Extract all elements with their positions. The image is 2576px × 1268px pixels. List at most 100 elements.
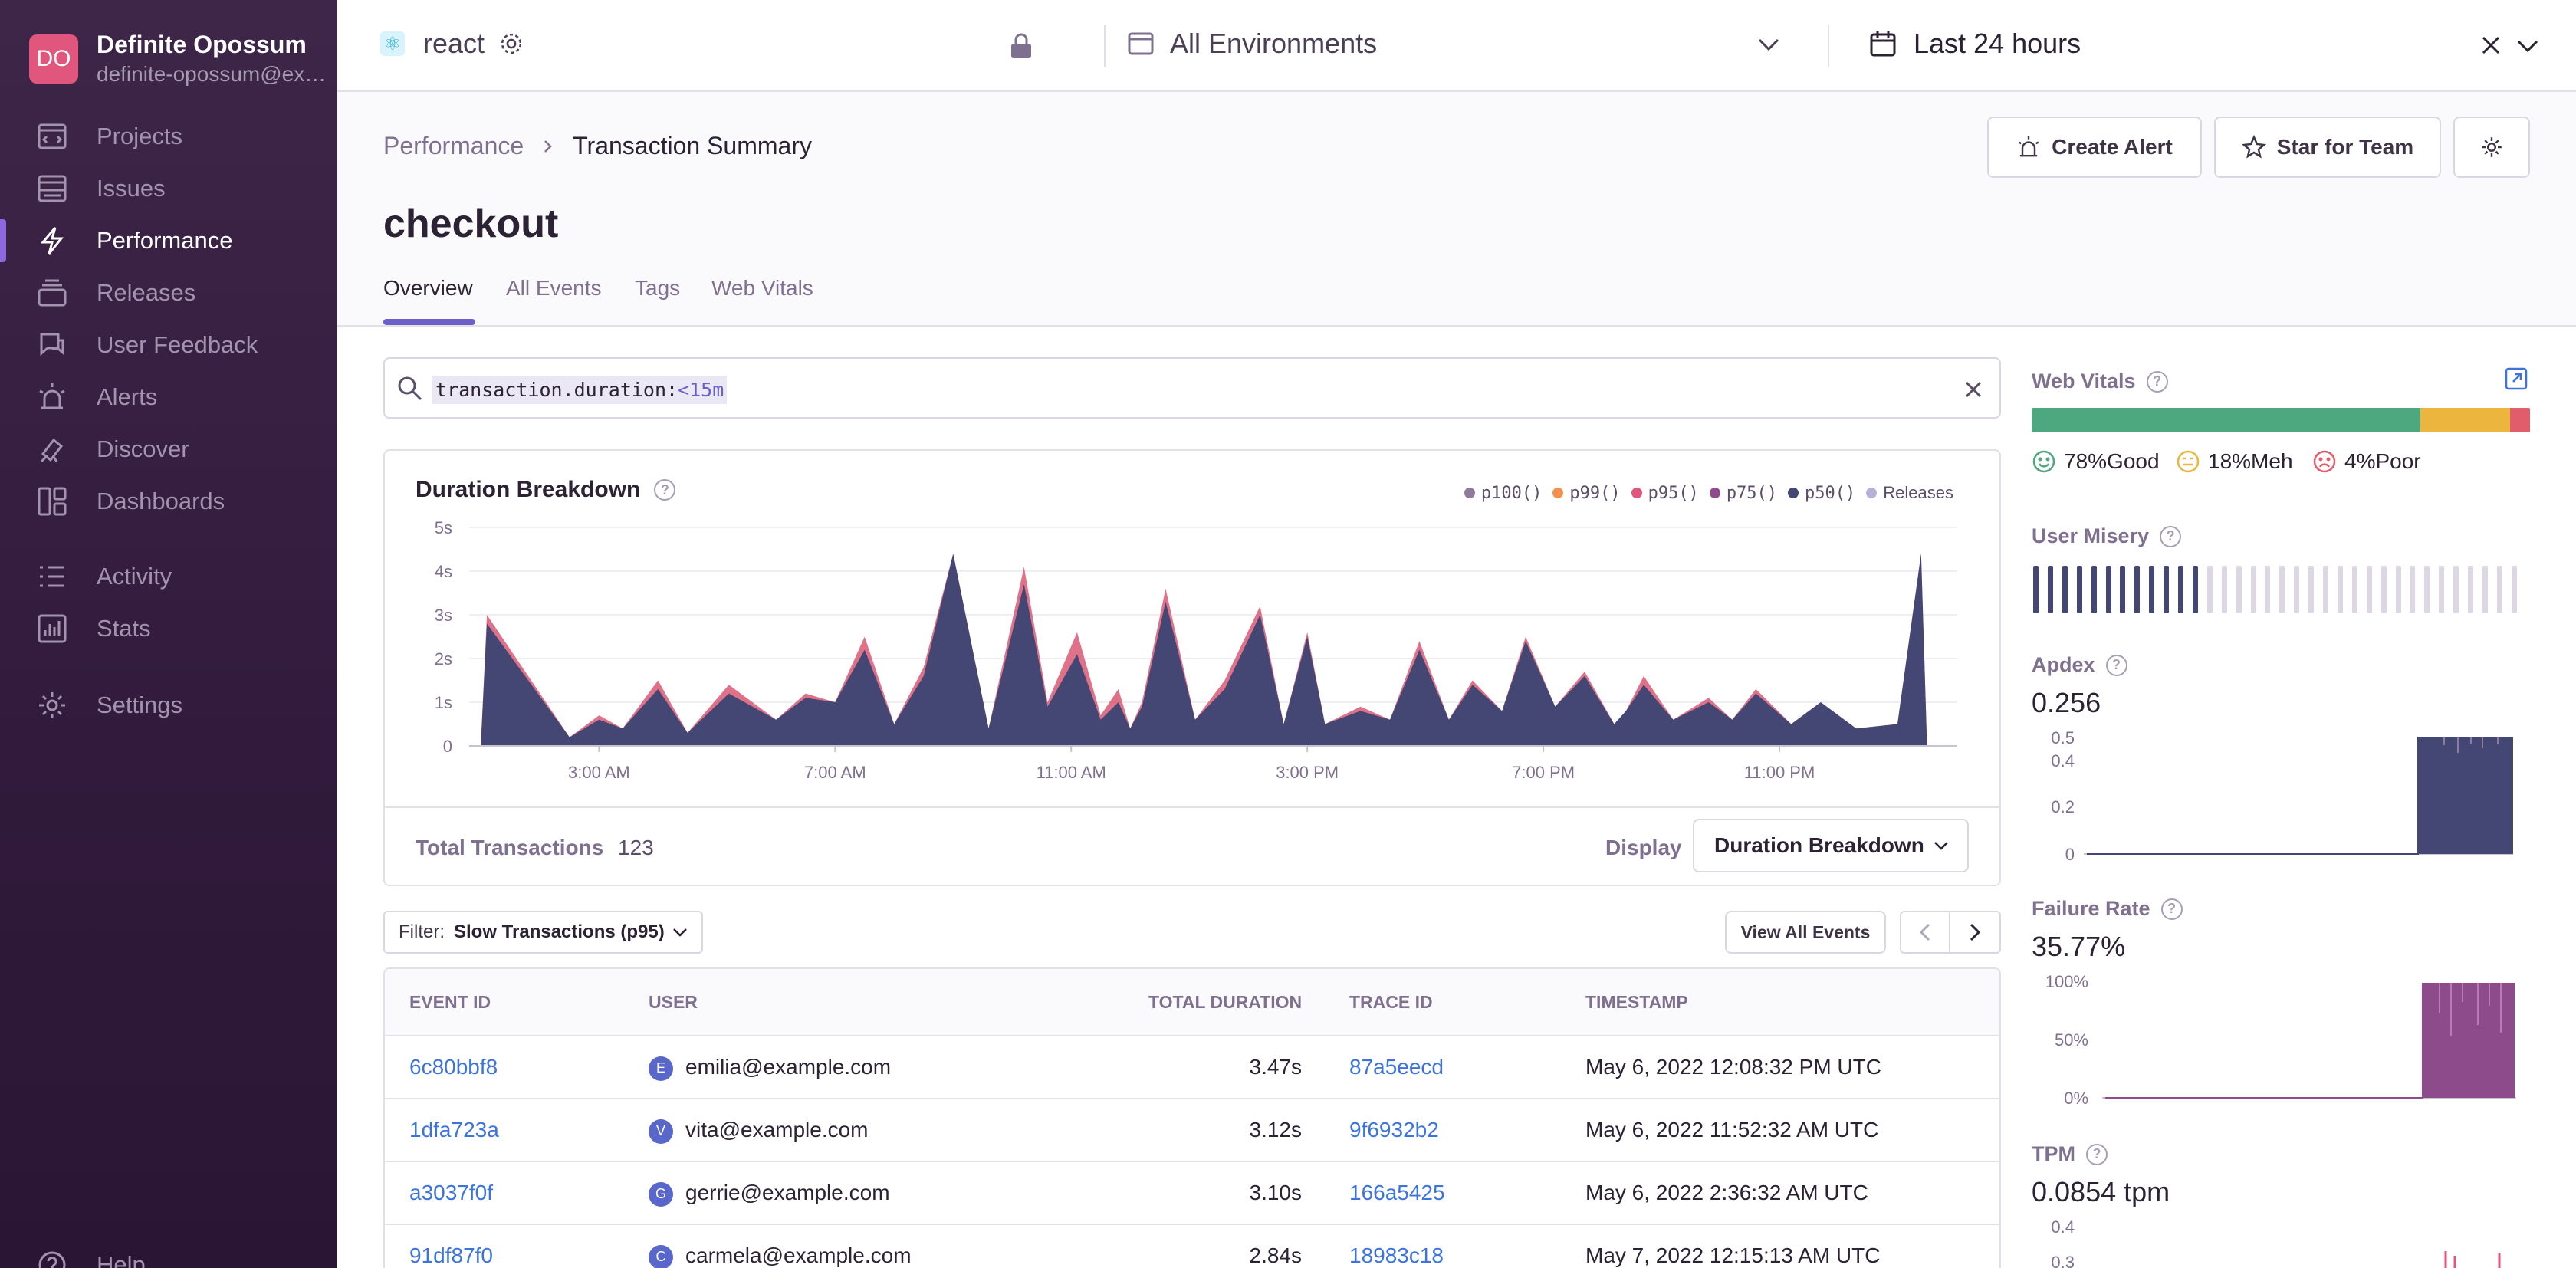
help-icon[interactable]: ? [654,479,676,501]
next-page-button[interactable] [1949,911,2001,954]
column-event-id[interactable]: EVENT ID [409,992,491,1012]
trace-id-link[interactable]: 18983c18 [1349,1243,1444,1267]
apdex-sparkline[interactable] [2084,731,2513,857]
event-id-link[interactable]: 1dfa723a [409,1118,499,1142]
previous-page-button[interactable] [1900,911,1950,954]
user-avatar: C [649,1244,673,1268]
user-misery-bar [2337,566,2343,613]
tpm-tick: 0.3 [2051,1253,2075,1268]
user-misery-label: User Misery [2032,524,2150,547]
sidebar-item-activity[interactable]: Activity [0,554,337,600]
sidebar-item-dashboards[interactable]: Dashboards [0,478,337,524]
help-icon[interactable]: ? [2105,654,2128,676]
chevron-left-icon [1919,923,1930,941]
vital-poor: 4%Poor [2312,449,2421,474]
tab-web-vitals[interactable]: Web Vitals [711,276,813,300]
chevron-down-icon[interactable] [2516,38,2539,54]
sidebar-item-projects[interactable]: Projects [0,113,337,159]
breadcrumb-performance[interactable]: Performance [383,132,524,159]
sidebar-item-alerts[interactable]: Alerts [0,374,337,420]
column-trace-id[interactable]: TRACE ID [1349,992,1433,1012]
legend-p99[interactable]: p99() [1552,484,1621,503]
sidebar-item-label: Projects [97,123,182,149]
help-icon[interactable]: ? [2160,525,2182,547]
sidebar-item-user-feedback[interactable]: User Feedback [0,322,337,368]
time-range-selector[interactable]: Last 24 hours [1869,28,2081,60]
chevron-down-icon[interactable] [1757,37,1780,52]
event-id-link[interactable]: a3037f0f [409,1181,493,1204]
legend-p50[interactable]: p50() [1788,484,1855,503]
apdex-label: Apdex [2032,653,2095,676]
view-all-events-button[interactable]: View All Events [1725,911,1886,954]
trace-id-link[interactable]: 166a5425 [1349,1181,1445,1204]
legend-releases[interactable]: Releases [1866,483,1953,503]
failure-rate-sparkline[interactable] [2102,980,2516,1101]
trace-id-link[interactable]: 87a5eecd [1349,1055,1444,1079]
sidebar-item-discover[interactable]: Discover [0,426,337,472]
display-value: Duration Breakdown [1714,833,1924,857]
column-user[interactable]: USER [649,992,698,1012]
search-bar[interactable]: transaction.duration:<15m [383,357,2001,419]
tpm-sparkline[interactable] [2438,1250,2530,1268]
event-id-link[interactable]: 91df87f0 [409,1243,493,1267]
display-dropdown[interactable]: Duration Breakdown [1693,819,1969,872]
user-avatar: G [649,1181,673,1207]
event-id-link[interactable]: 6c80bbf8 [409,1055,498,1079]
legend-p95[interactable]: p95() [1631,484,1699,503]
settings-button[interactable] [2453,117,2530,178]
y-tick-label: 1s [435,693,452,712]
clear-search-icon[interactable] [1964,380,1983,399]
project-settings-icon[interactable] [498,31,524,57]
search-query[interactable]: transaction.duration:<15m [432,376,728,404]
filter-dropdown[interactable]: Filter: Slow Transactions (p95) [383,911,703,954]
duration-chart[interactable]: 0 1s 2s 3s 4s 5s 3:00 AM 7:00 AM 11:00 AM 3:00 PM… [385,512,1999,803]
vitals-good-segment [2032,408,2420,432]
project-selector[interactable]: ⚛ react [380,28,524,60]
org-avatar: DO [29,34,78,84]
y-tick-label: 2s [435,649,452,668]
legend-p100[interactable]: p100() [1464,484,1542,503]
sidebar-item-stats[interactable]: Stats [0,606,337,652]
tab-tags[interactable]: Tags [635,276,681,300]
apdex-tick: 0.4 [2051,751,2075,770]
sidebar-item-label: Discover [97,435,189,462]
environment-selector[interactable]: All Environments [1127,28,1377,60]
sidebar-item-label: Dashboards [97,488,225,514]
sidebar-item-issues[interactable]: Issues [0,166,337,212]
column-timestamp[interactable]: TIMESTAMP [1585,992,1688,1012]
column-total-duration[interactable]: TOTAL DURATION [1148,992,1303,1012]
trace-id-link[interactable]: 9f6932b2 [1349,1118,1439,1142]
total-transactions-label: Total Transactions [416,836,604,859]
open-in-new-icon[interactable] [2504,366,2528,391]
tab-all-events[interactable]: All Events [506,276,602,300]
sidebar: DO Definite Opossum definite-opossum@exa… [0,0,337,1268]
tab-overview[interactable]: Overview [383,276,473,300]
sidebar-item-releases[interactable]: Releases [0,270,337,316]
sidebar-item-settings[interactable]: Settings [0,682,337,728]
star-for-team-button[interactable]: Star for Team [2214,117,2441,178]
user-misery-bar [2120,566,2126,613]
timestamp-cell: May 6, 2022 12:08:32 PM UTC [1585,1055,1881,1079]
close-icon[interactable] [2481,35,2501,55]
user-misery-bar [2308,566,2315,613]
duration-cell: 2.84s [1249,1243,1303,1267]
legend-p75[interactable]: p75() [1709,484,1777,503]
org-switcher[interactable]: DO Definite Opossum definite-opossum@exa… [29,31,327,87]
user-misery-bar [2482,566,2488,613]
user-misery-bar [2453,566,2459,613]
web-vitals-bar[interactable] [2032,408,2530,432]
help-icon[interactable]: ? [2160,898,2183,920]
user-misery-bar [2206,566,2213,613]
create-alert-button[interactable]: Create Alert [1987,117,2202,178]
help-icon[interactable]: ? [2146,370,2168,393]
help-icon[interactable]: ? [2086,1143,2108,1165]
sidebar-item-help[interactable]: Help [0,1242,337,1268]
alerts-icon [39,383,65,409]
page-title: checkout [383,202,559,246]
sidebar-item-performance[interactable]: Performance [0,218,337,264]
legend-label: p95() [1648,483,1699,503]
